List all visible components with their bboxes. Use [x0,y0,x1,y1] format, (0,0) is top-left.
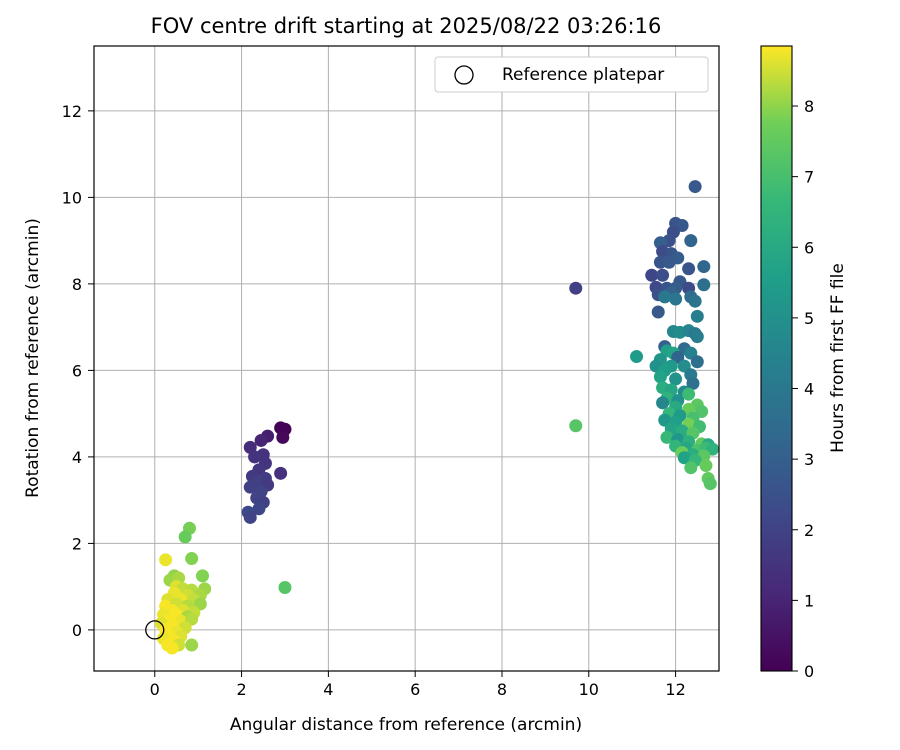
y-tick-label: 10 [62,188,82,207]
scatter-point [645,268,659,282]
scatter-point [178,530,192,544]
scatter-point [699,459,713,473]
scatter-point [165,641,179,655]
scatter-point [682,387,696,401]
scatter-point [697,260,711,274]
x-ticks: 0 2 4 6 8 10 12 [150,671,686,699]
data-points [154,180,719,655]
y-ticks: 0 2 4 6 8 10 12 [62,102,94,640]
grid-lines [94,46,719,671]
colorbar-gradient [760,45,793,672]
legend: Reference platepar [434,56,709,93]
colorbar-label: Hours from first FF file [828,263,848,453]
colorbar: 0 1 2 3 4 5 6 7 8 Hours from first FF file [760,45,848,681]
scatter-point [686,376,700,390]
scatter-point [651,305,665,319]
x-tick-label: 8 [497,680,507,699]
scatter-point [276,430,290,444]
scatter-point [662,255,676,269]
y-tick-label: 8 [72,275,82,294]
scatter-point [196,569,210,583]
scatter-point [660,430,674,444]
reference-marker [145,620,165,640]
scatter-point [688,180,702,194]
colorbar-tick-label: 0 [804,662,814,681]
scatter-point [697,278,711,292]
colorbar-tick-label: 4 [804,380,814,399]
scatter-point [703,477,717,491]
scatter-point [653,370,667,384]
scatter-point [690,309,704,323]
legend-label: Reference platepar [502,65,664,85]
scatter-point [684,234,698,248]
scatter-point [274,466,288,480]
colorbar-ticks: 0 1 2 3 4 5 6 7 8 [792,97,814,681]
x-axis-label: Angular distance from reference (arcmin) [230,715,582,735]
colorbar-tick-label: 7 [804,168,814,187]
scatter-point [682,262,696,276]
colorbar-tick-label: 6 [804,238,814,257]
x-tick-label: 2 [236,680,246,699]
scatter-point [243,480,257,494]
plot-frame [93,45,720,672]
scatter-point [669,372,683,386]
x-tick-label: 12 [665,680,685,699]
y-tick-label: 0 [72,621,82,640]
scatter-point [630,350,644,364]
scatter-point [569,419,583,433]
scatter-point [690,330,704,344]
scatter-point [705,442,719,456]
scatter-point [185,552,199,566]
scatter-point [243,510,257,524]
scatter-point [677,451,691,465]
scatter-point [658,290,672,304]
scatter-point [254,433,268,447]
y-axis-label: Rotation from reference (arcmin) [23,218,43,498]
chart-title: FOV centre drift starting at 2025/08/22 … [151,14,662,38]
colorbar-tick-label: 1 [804,591,814,610]
scatter-point [684,461,698,475]
scatter-point [688,294,702,308]
scatter-point [656,268,670,282]
y-tick-label: 4 [72,448,82,467]
scatter-point [252,502,266,516]
scatter-point [569,281,583,295]
legend-reference-icon [454,65,474,85]
y-tick-label: 6 [72,361,82,380]
colorbar-tick-label: 3 [804,450,814,469]
scatter-point [185,638,199,652]
scatter-point [159,553,173,567]
x-tick-label: 10 [579,680,599,699]
y-tick-label: 12 [62,102,82,121]
scatter-point [278,581,292,595]
scatter-point [690,355,704,369]
colorbar-tick-label: 5 [804,309,814,328]
legend-box [434,56,709,93]
x-tick-label: 4 [323,680,333,699]
x-tick-label: 0 [150,680,160,699]
x-tick-label: 6 [410,680,420,699]
scatter-point [669,292,683,306]
y-tick-label: 2 [72,534,82,553]
scatter-point [248,450,262,464]
colorbar-tick-label: 8 [804,97,814,116]
colorbar-tick-label: 2 [804,521,814,540]
scatter-point [656,396,670,410]
